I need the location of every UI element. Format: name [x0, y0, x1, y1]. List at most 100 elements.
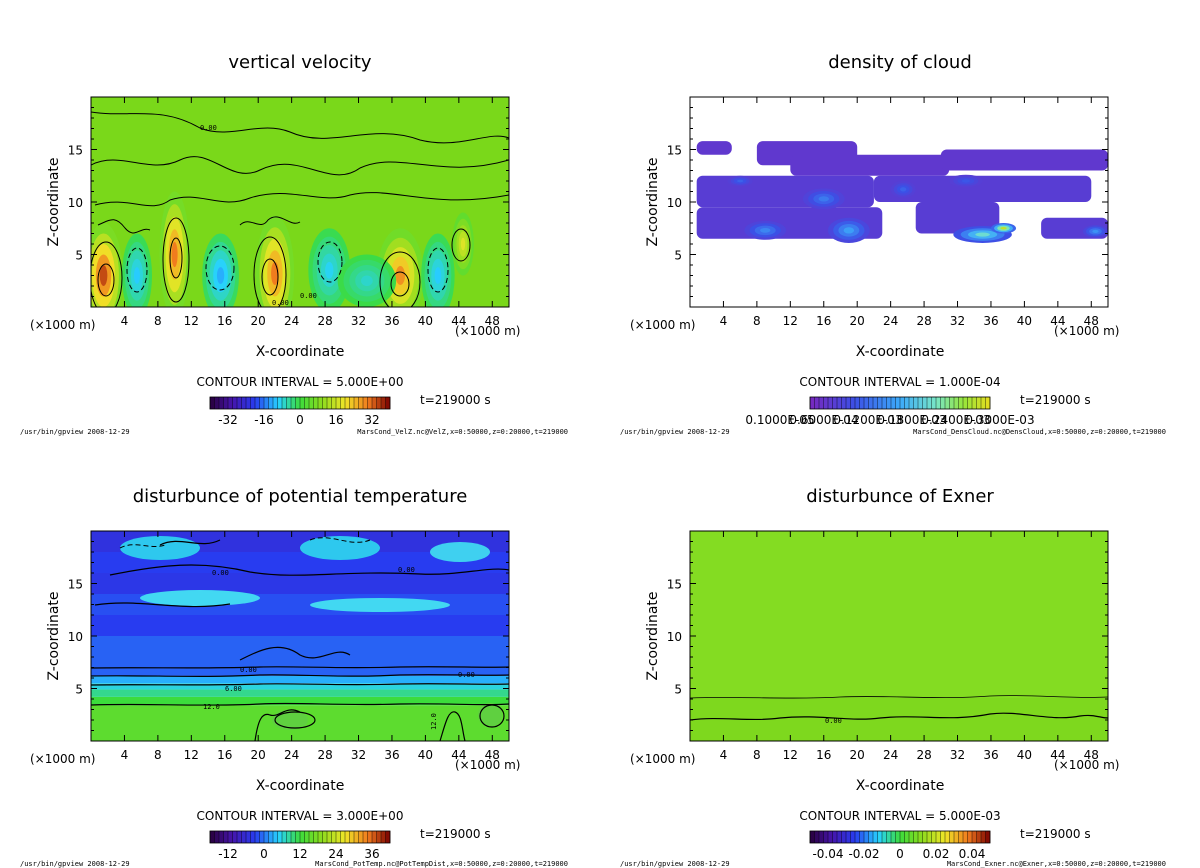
colorbar-swatch	[859, 831, 865, 843]
x-tick-label: 8	[154, 748, 162, 762]
x-unit-right: (×1000 m)	[455, 324, 520, 338]
colorbar-swatch	[945, 397, 950, 409]
colorbar-swatch	[385, 397, 391, 409]
x-tick-label: 12	[783, 314, 798, 328]
colorbar-swatch	[850, 831, 856, 843]
contour-line	[91, 683, 509, 686]
contour-line	[451, 228, 471, 262]
footer-source: MarsCond_Exner.nc@Exner,x=0:50000,z=0:20…	[947, 860, 1166, 868]
x-tick-label: 48	[1084, 314, 1099, 328]
contour-line	[690, 712, 1108, 721]
colorbar-swatch	[855, 831, 860, 843]
contour-interval: CONTOUR INTERVAL = 5.000E+00	[197, 375, 404, 389]
temperature-layer	[91, 696, 509, 706]
contour-line	[109, 564, 509, 576]
cloud-blob	[818, 196, 829, 202]
x-tick-label: 36	[384, 748, 399, 762]
colorbar-swatch	[864, 397, 869, 409]
x-tick-label: 16	[217, 748, 232, 762]
cloud-blob	[843, 227, 855, 234]
contour-line	[91, 702, 509, 706]
contour-label: 0.00	[825, 717, 842, 725]
colorbar-swatch	[922, 397, 928, 409]
contour-line	[97, 263, 115, 297]
contour-label: 0.00	[200, 124, 217, 132]
plot-area	[690, 97, 1108, 307]
x-tick-label: 16	[217, 314, 232, 328]
x-tick-label: 44	[1050, 748, 1065, 762]
colorbar-swatch	[958, 397, 964, 409]
contour-line	[97, 219, 151, 234]
field-blob	[133, 267, 140, 284]
x-tick-label: 24	[883, 748, 898, 762]
contour-label: 0.00	[272, 299, 289, 307]
colorbar: -32 -16 0 16 32	[209, 396, 391, 427]
contour-line	[94, 192, 509, 207]
colorbar-swatch	[927, 397, 932, 409]
y-tick-label: 15	[667, 578, 682, 592]
x-tick-label: 24	[883, 314, 898, 328]
colorbar-swatch	[850, 397, 856, 409]
colorbar-tick-label: 16	[328, 413, 343, 427]
colorbar-swatch	[855, 397, 860, 409]
colorbar-swatch	[250, 397, 256, 409]
negative-contour	[427, 247, 449, 293]
cloud-blob	[900, 187, 907, 192]
x-unit-left: (×1000 m)	[30, 752, 95, 766]
x-tick-label: 36	[384, 314, 399, 328]
colorbar-swatch	[232, 397, 238, 409]
colorbar-swatch	[936, 397, 941, 409]
contour-line	[162, 217, 190, 303]
field-blob	[99, 265, 108, 286]
colorbar-tick-label: -32	[218, 413, 238, 427]
colorbar-swatch	[846, 397, 851, 409]
colorbar-swatch	[846, 831, 851, 843]
colorbar-swatch	[313, 831, 319, 843]
x-tick-label: 40	[1017, 314, 1032, 328]
colorbar-swatch	[949, 831, 955, 843]
colorbar-tick-label: 0.1800E-03	[877, 413, 946, 427]
panel-potential-temperature: disturbunce of potential temperature	[20, 486, 568, 868]
colorbar-swatch	[385, 831, 391, 843]
colorbar-swatch	[264, 397, 269, 409]
x-tick-label: 28	[317, 748, 332, 762]
y-tick-label: 5	[674, 249, 682, 263]
colorbar-swatch	[354, 831, 359, 843]
colorbar-swatch	[246, 397, 251, 409]
colorbar-swatch	[295, 397, 301, 409]
colorbar-swatch	[909, 831, 914, 843]
temperature-layer	[91, 683, 509, 690]
colorbar-swatch	[841, 831, 847, 843]
colorbar-tick-label: 24	[328, 847, 343, 861]
colorbar-swatch	[223, 397, 229, 409]
x-tick-label: 20	[850, 314, 865, 328]
temperature-layer	[91, 573, 509, 594]
x-tick-label: 32	[351, 748, 366, 762]
colorbar-swatch	[877, 397, 883, 409]
colorbar-swatch	[318, 397, 323, 409]
colorbar-swatch	[232, 831, 238, 843]
x-tick-label: 4	[720, 314, 728, 328]
colorbar-tick-label: -0.02	[848, 847, 879, 861]
colorbar-swatch	[277, 831, 283, 843]
colorbar-swatch	[873, 831, 878, 843]
footer-source: MarsCond_DensCloud.nc@DensCloud,x=0:5000…	[913, 428, 1166, 436]
contour-line	[690, 695, 1108, 699]
cloud-blobs	[727, 174, 1108, 243]
x-tick-label: 4	[121, 748, 129, 762]
colorbar-swatch	[873, 397, 878, 409]
colorbar-swatch	[837, 831, 842, 843]
colorbar-swatch	[295, 831, 301, 843]
panel-vertical-velocity: vertical velocity	[20, 52, 568, 436]
negative-contours	[126, 241, 449, 293]
x-tick-label: 44	[451, 314, 466, 328]
y-tick-label: 15	[68, 144, 83, 158]
colorbar-tick-label: 12	[292, 847, 307, 861]
colorbar-swatch	[340, 397, 346, 409]
colorbar-tick-label: 0	[896, 847, 904, 861]
colorbar-swatch	[241, 831, 247, 843]
colorbar-swatch	[886, 397, 892, 409]
colorbar-swatch	[814, 831, 820, 843]
